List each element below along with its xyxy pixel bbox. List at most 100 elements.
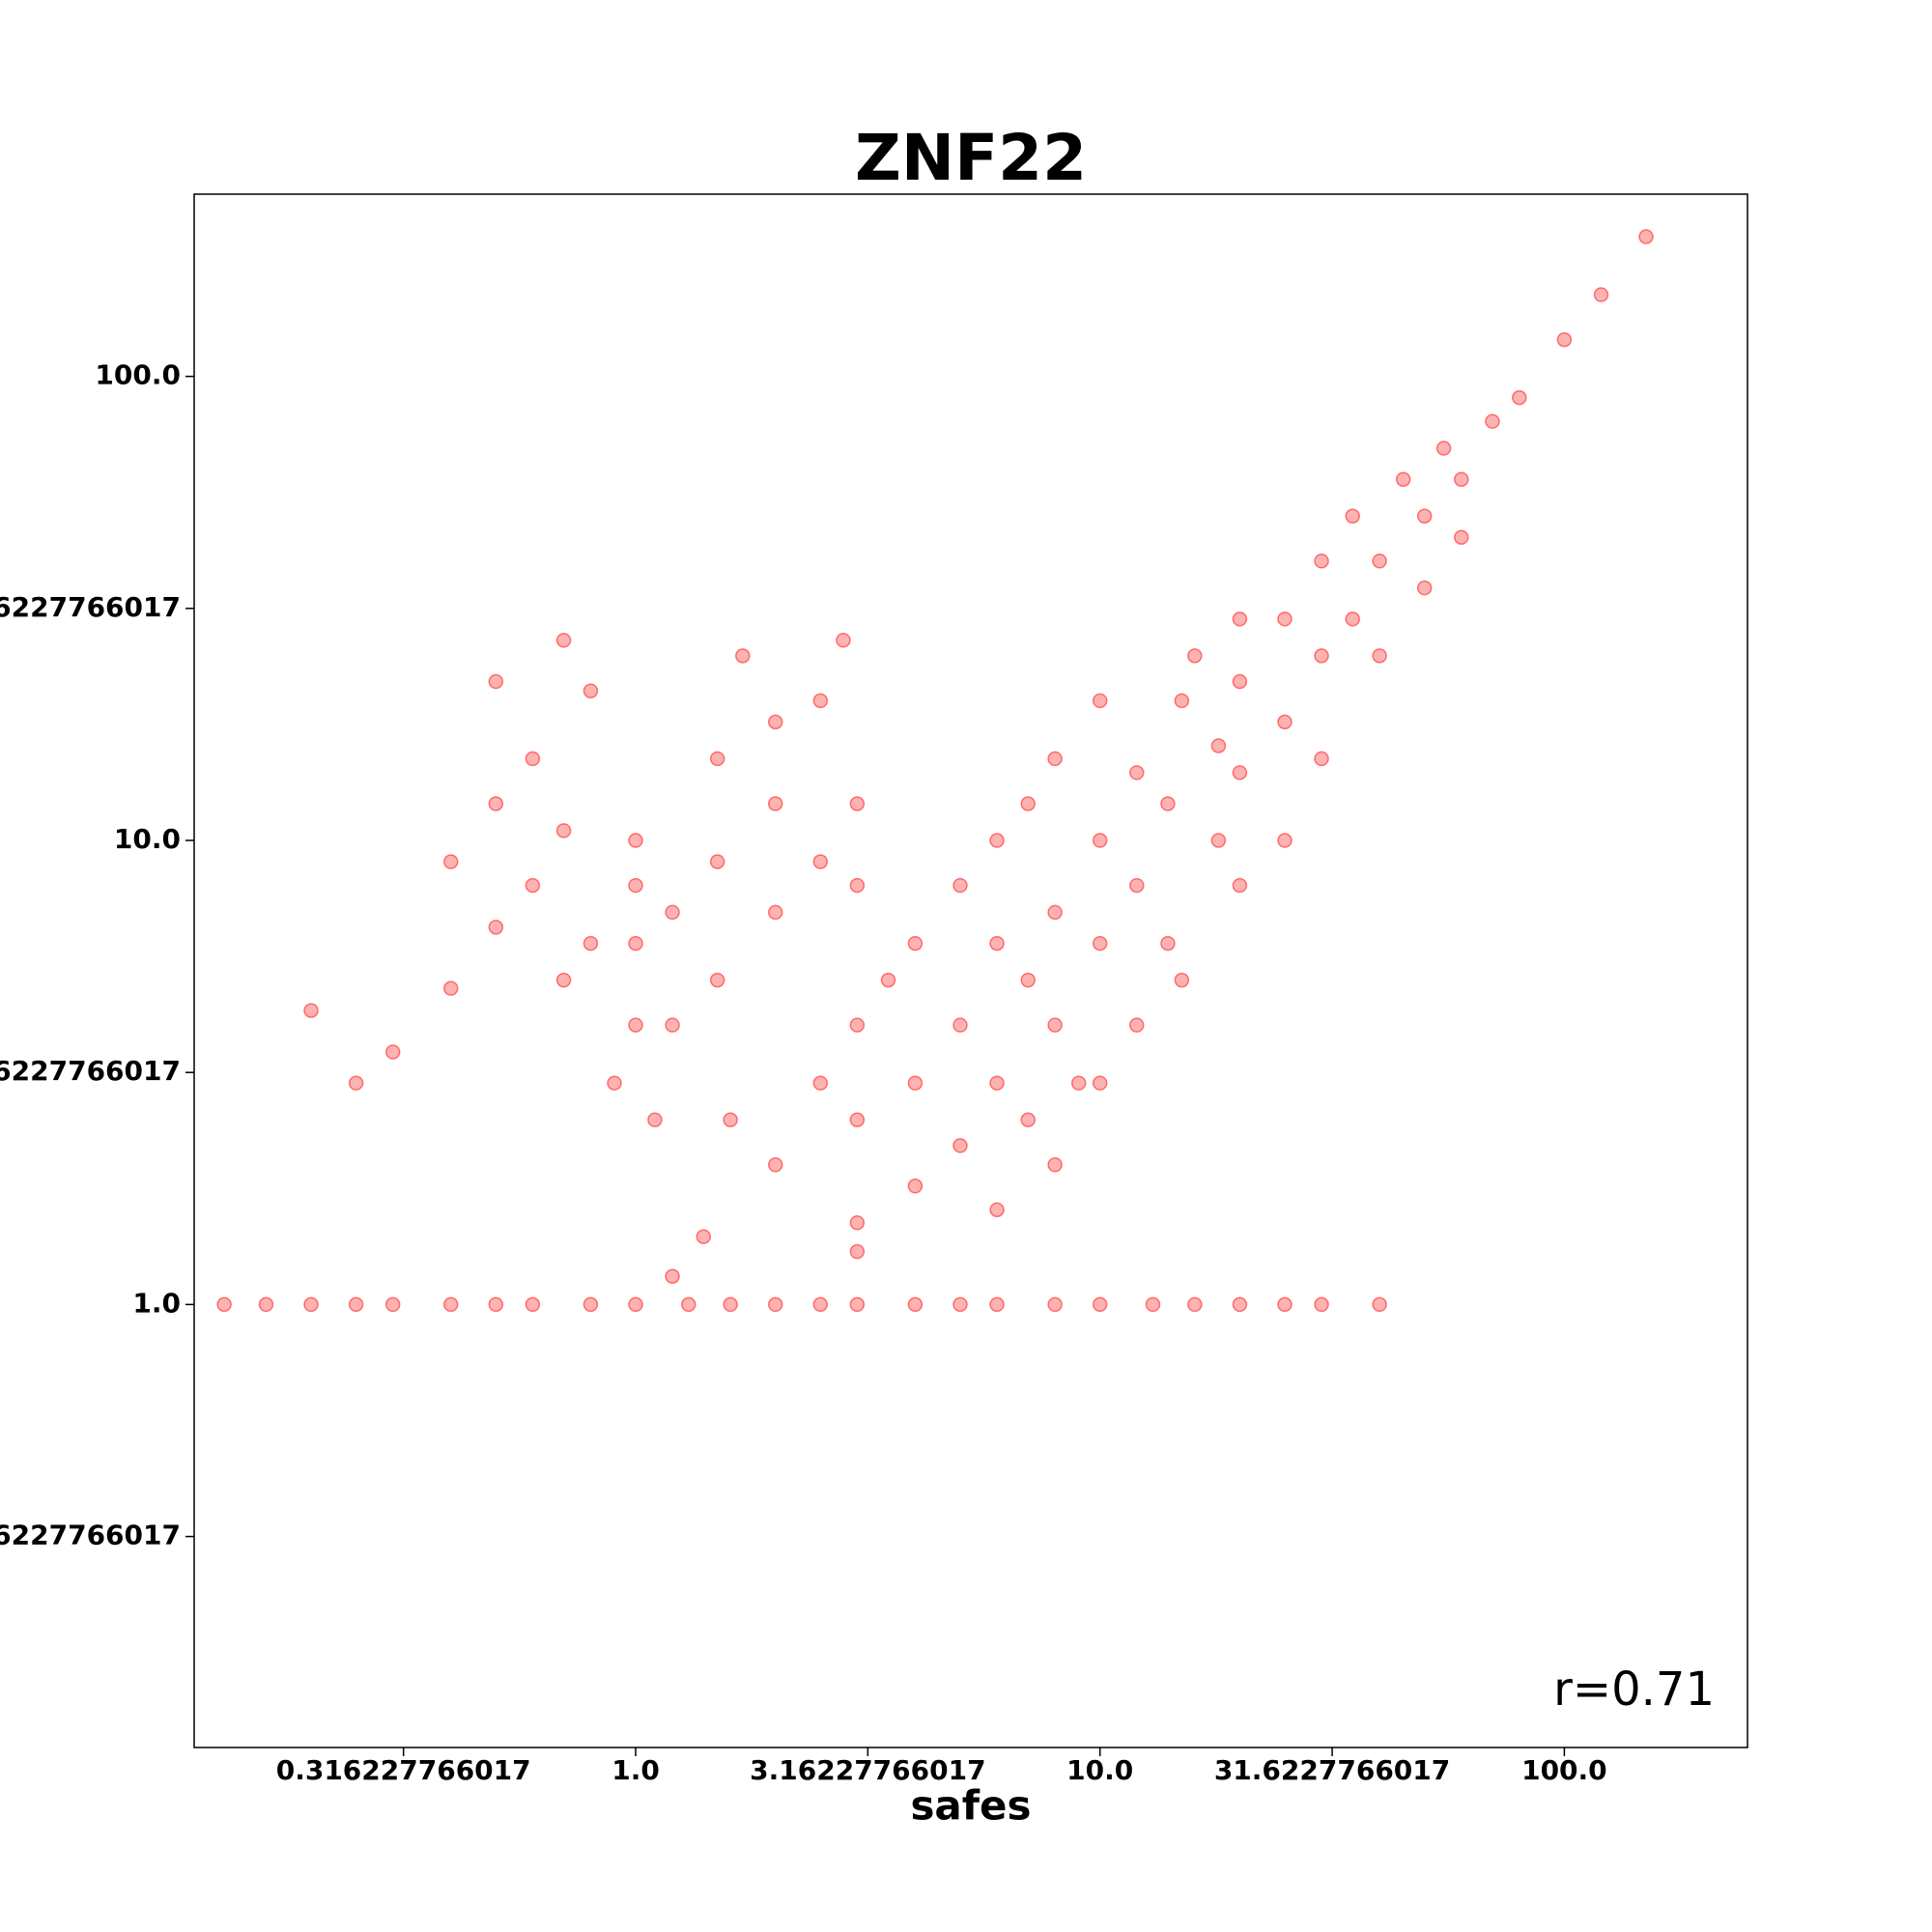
point <box>767 1296 783 1313</box>
point <box>1485 413 1500 429</box>
x-axis-label: safes <box>910 1782 1031 1830</box>
point <box>1092 833 1108 848</box>
y-tick-label: 100.0 <box>95 359 181 391</box>
x-tick-label: 1.0 <box>611 1754 660 1786</box>
point <box>1129 1017 1145 1033</box>
point <box>709 751 725 767</box>
point <box>525 751 541 767</box>
point <box>555 972 572 988</box>
point <box>812 1075 829 1091</box>
point <box>1314 648 1329 664</box>
point <box>258 1296 274 1313</box>
point <box>665 1268 680 1284</box>
point <box>849 1243 866 1260</box>
point <box>1232 1296 1248 1313</box>
y-tick-label: 1.0 <box>132 1287 181 1319</box>
point <box>952 877 968 894</box>
point <box>681 1296 696 1313</box>
point <box>1092 1075 1108 1091</box>
point <box>1174 693 1190 709</box>
point <box>812 854 829 869</box>
point <box>555 823 572 838</box>
point <box>628 1017 643 1033</box>
point <box>723 1112 738 1127</box>
point <box>1232 765 1248 781</box>
point <box>989 935 1005 952</box>
point <box>735 648 751 664</box>
point <box>582 683 599 698</box>
point <box>1210 833 1227 848</box>
point <box>348 1075 364 1091</box>
point <box>1174 972 1190 988</box>
point <box>1047 904 1063 921</box>
point <box>1020 796 1037 811</box>
point <box>1638 229 1654 244</box>
point <box>849 796 866 811</box>
point <box>696 1229 712 1244</box>
y-tick-label: 31.6227766017 <box>0 591 181 623</box>
point <box>665 904 680 921</box>
point <box>1187 1296 1203 1313</box>
point <box>1232 673 1248 690</box>
point <box>1210 738 1227 753</box>
point <box>582 1296 599 1313</box>
y-tick-label: 0.316227766017 <box>0 1520 181 1551</box>
point <box>525 877 541 894</box>
point <box>488 1296 504 1313</box>
point <box>709 972 725 988</box>
point <box>1020 972 1037 988</box>
point <box>952 1138 968 1153</box>
point <box>989 833 1005 848</box>
point <box>812 1296 829 1313</box>
point <box>488 796 504 811</box>
x-tick-label: 10.0 <box>1066 1754 1133 1786</box>
point <box>216 1296 232 1313</box>
point <box>628 833 643 848</box>
x-tick-label: 0.316227766017 <box>276 1754 531 1786</box>
point <box>442 854 459 869</box>
point <box>1277 611 1293 627</box>
point <box>1454 529 1469 545</box>
point <box>849 1112 866 1127</box>
point <box>767 904 783 921</box>
point <box>1314 554 1329 569</box>
point <box>1372 1296 1387 1313</box>
point <box>1314 1296 1329 1313</box>
point <box>1416 508 1433 525</box>
point <box>1435 440 1452 456</box>
point <box>1277 833 1293 848</box>
point <box>442 1296 459 1313</box>
x-tick-label: 100.0 <box>1521 1754 1607 1786</box>
point <box>442 980 459 996</box>
y-tick-label: 3.16227766017 <box>0 1055 181 1087</box>
point <box>1129 765 1145 781</box>
point <box>1232 877 1248 894</box>
point <box>1593 287 1609 302</box>
point <box>1232 611 1248 627</box>
point <box>880 972 896 988</box>
point <box>1020 1112 1037 1127</box>
point <box>989 1296 1005 1313</box>
point <box>1345 611 1360 627</box>
annotation: r=0.71 <box>1553 1662 1715 1717</box>
point <box>952 1017 968 1033</box>
point <box>1277 1296 1293 1313</box>
point <box>1160 796 1176 811</box>
point <box>488 920 504 935</box>
point <box>1160 935 1176 952</box>
point <box>1047 1157 1063 1173</box>
point <box>1395 471 1411 487</box>
point <box>1512 389 1527 406</box>
point <box>907 1179 923 1194</box>
point <box>1454 471 1469 487</box>
point <box>628 1296 643 1313</box>
points <box>216 229 1654 1313</box>
point <box>849 1296 866 1313</box>
point <box>647 1112 663 1127</box>
x-tick-label: 3.16227766017 <box>750 1754 985 1786</box>
point <box>1416 580 1433 596</box>
point <box>607 1075 622 1091</box>
point <box>628 935 643 952</box>
